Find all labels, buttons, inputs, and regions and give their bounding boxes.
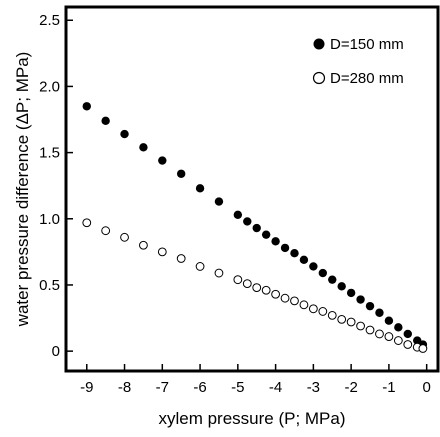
data-point-d150 [158,156,167,165]
x-tick-label: -6 [193,379,206,396]
x-tick-label: -7 [156,379,169,396]
data-point-d280 [252,283,262,293]
data-point-d150 [375,308,384,317]
y-tick-label: 2.5 [39,12,60,29]
data-point-d150 [82,102,91,111]
data-point-d280 [299,300,309,310]
data-points [82,102,428,353]
legend-marker-d150 [313,38,325,50]
y-tick-label: 1.5 [39,145,60,162]
data-point-d280 [101,226,111,236]
legend-label-d280: D=280 mm [330,70,404,87]
data-point-d280 [280,293,290,303]
data-point-d150 [261,230,271,239]
data-point-d150 [233,210,243,220]
data-point-d280 [176,254,186,263]
data-point-d150 [318,268,328,278]
data-point-d280 [120,232,129,242]
data-point-d280 [139,240,148,250]
data-point-d280 [418,344,428,353]
x-tick-label: -5 [231,379,244,396]
x-tick-label: -8 [118,379,131,396]
data-point-d150 [328,275,337,284]
data-point-d150 [290,248,299,258]
data-point-d150 [299,255,309,265]
data-point-d150 [120,129,129,139]
data-point-d150 [394,323,403,332]
data-point-d280 [82,218,92,228]
data-point-d280 [233,275,243,285]
data-point-d150 [195,184,205,193]
data-point-d280 [242,279,252,289]
data-point-d150 [271,237,280,246]
data-point-d280 [308,304,318,314]
data-point-d280 [195,262,205,271]
data-point-d280 [403,340,413,349]
data-point-d280 [318,307,328,316]
data-point-d280 [214,268,224,278]
y-tick-label: 0.5 [39,277,60,294]
data-point-d280 [346,317,356,327]
y-tick-label: 2.0 [39,78,60,95]
axis-ticks: -9 -8 -7 -6 -5 -4 -3 -2 -1 0 0 0.5 1.0 1.5 2.0 2.5 [39,12,431,396]
data-point-d150 [384,316,394,325]
data-point-d280 [393,336,403,345]
data-point-d150 [252,223,261,233]
data-point-d150 [403,329,412,339]
data-point-d280 [271,289,281,299]
data-point-d280 [290,296,299,306]
data-point-d280 [356,321,365,331]
x-tick-label: -1 [382,379,395,396]
x-tick-label: -9 [80,379,93,396]
data-point-d280 [337,314,347,324]
data-point-d280 [157,247,167,257]
y-axis-label: water pressure difference (ΔP; MPa) [13,52,32,328]
data-point-d280 [365,325,375,335]
data-point-d150 [139,143,148,152]
data-point-d150 [243,217,252,226]
data-point-d150 [346,288,356,298]
x-axis-label: xylem pressure (P; MPa) [158,409,345,428]
data-point-d150 [337,282,346,291]
data-point-d150 [101,116,110,126]
legend-label-d150: D=150 mm [330,36,404,53]
data-point-d150 [280,243,290,253]
data-point-d150 [214,197,224,206]
data-point-d150 [176,169,186,178]
x-tick-label: -2 [344,379,357,396]
data-point-d280 [327,311,337,320]
plot-frame [64,5,440,373]
legend: D=150 mm D=280 mm [312,36,404,87]
data-point-d150 [356,295,365,304]
x-tick-label: -4 [269,379,282,396]
data-point-d280 [261,285,271,295]
legend-marker-d280 [312,71,326,85]
data-point-d150 [365,301,375,311]
data-point-d280 [375,329,384,339]
y-tick-label: 0 [52,343,60,360]
x-tick-label: 0 [422,379,430,396]
x-tick-label: -3 [307,379,320,396]
data-point-d150 [309,262,318,271]
data-point-d280 [384,332,394,341]
y-tick-label: 1.0 [39,211,60,228]
